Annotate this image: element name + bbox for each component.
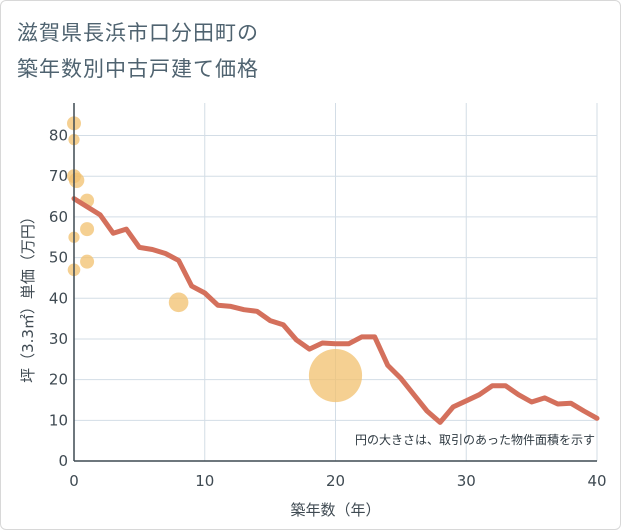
chart-title: 滋賀県長浜市口分田町の 築年数別中古戸建て価格 [17, 15, 259, 87]
y-tick-label: 20 [49, 371, 68, 389]
x-axis-title: 築年数（年） [290, 501, 380, 519]
y-tick-label: 50 [49, 249, 68, 267]
axes [73, 103, 597, 462]
y-tick-label: 70 [49, 167, 68, 185]
price-line [71, 196, 600, 425]
bubble-point [68, 172, 85, 188]
y-tick-label: 40 [49, 289, 68, 307]
chart-title-line-2: 築年数別中古戸建て価格 [17, 57, 259, 81]
size-note: 円の大きさは、取引のあった物件面積を示す [355, 432, 595, 447]
y-tick-label: 0 [58, 452, 68, 470]
grid-lines [74, 103, 598, 461]
x-tick-label: 40 [587, 472, 606, 490]
y-axis-title: 坪（3.3㎡）単価（万円） [19, 209, 37, 383]
y-tick-label: 30 [49, 330, 68, 348]
bubble-series [67, 116, 363, 403]
y-tick-label: 80 [49, 127, 68, 145]
bubble-point [168, 292, 189, 313]
x-tick-label: 30 [457, 472, 476, 490]
chart-title-line-1: 滋賀県長浜市口分田町の [17, 21, 259, 45]
bubble-point [80, 222, 95, 237]
x-tick-label: 10 [195, 472, 214, 490]
y-tick-label: 10 [49, 411, 68, 429]
bubble-point [80, 254, 95, 269]
bubble-point [308, 348, 363, 403]
x-tick-label: 0 [69, 472, 79, 490]
tick-labels: 0 10 20 30 40 0 10 20 30 40 50 60 70 80 [49, 127, 607, 490]
x-tick-label: 20 [326, 472, 345, 490]
y-tick-label: 60 [49, 208, 68, 226]
